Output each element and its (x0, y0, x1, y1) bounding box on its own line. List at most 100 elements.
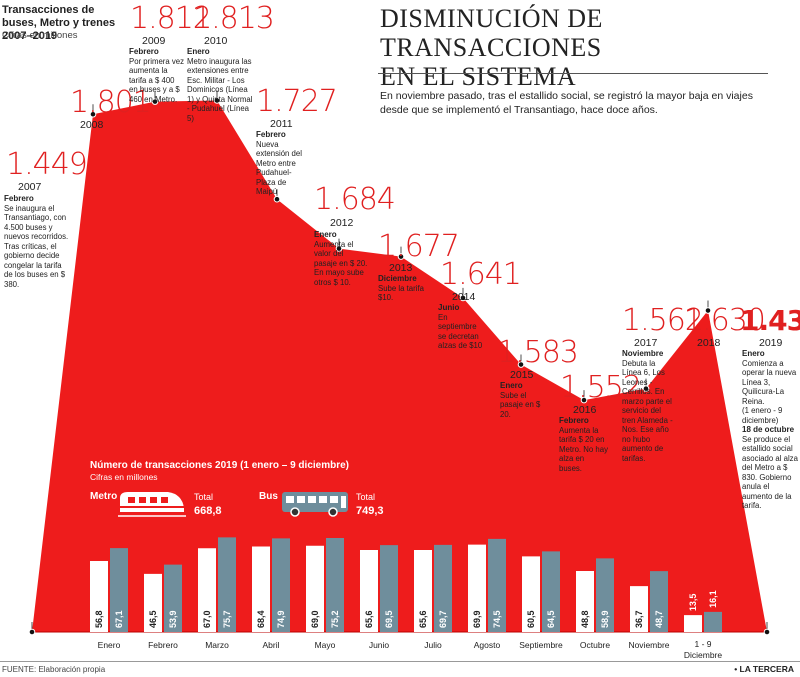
year-2007: 2007 (18, 181, 42, 193)
bar-label-bus-3: 74,9 (276, 610, 286, 628)
month-label-6: Julio (424, 640, 442, 650)
train-icon (118, 492, 186, 517)
inset-title: Número de transacciones 2019 (1 enero – … (90, 460, 349, 471)
bar-bus-10 (650, 571, 668, 632)
point-2009 (151, 98, 159, 105)
intro-text: En noviembre pasado, tras el estallido s… (380, 90, 753, 116)
event-2014: Junio En septiembre se decretan alzas de … (438, 303, 483, 350)
value-2019: 1.439 (740, 304, 800, 337)
event-2013: Diciembre Sube la tarifa $10. (378, 274, 424, 302)
bar-bus-5 (380, 545, 398, 632)
bar-bus-0 (110, 548, 128, 632)
month-label-0: Enero (98, 640, 121, 650)
bar-metro-0 (90, 561, 108, 632)
bar-bus-9 (596, 558, 614, 632)
bar-label-metro-2: 67,0 (202, 610, 212, 628)
bar-bus-1 (164, 564, 182, 632)
inset-unit: Cifras en millones (90, 472, 158, 482)
bar-label-metro-4: 69,0 (310, 610, 320, 628)
bar-metro-4 (306, 545, 324, 632)
bar-metro-6 (414, 550, 432, 632)
bar-label-bus-8: 64,5 (546, 610, 556, 628)
event-2015: Enero Sube el pasaje en $ 20. (500, 381, 541, 419)
event-2019-note: (1 enero - 9 diciembre) (742, 406, 783, 425)
bar-label-bus-1: 53,9 (168, 610, 178, 628)
bar-bus-6 (434, 544, 452, 632)
bar-metro-9 (576, 571, 594, 632)
bus-icon (282, 492, 348, 517)
legend-metro: Metro (90, 491, 118, 502)
bus-total-label: Total (356, 492, 376, 502)
bar-metro-3 (252, 546, 270, 632)
bar-label-metro-6: 65,6 (418, 610, 428, 628)
point-2010 (213, 97, 221, 104)
month-label-3: Abril (262, 640, 279, 650)
value-2012: 1.684 (314, 182, 396, 217)
point-2007 (28, 628, 36, 636)
month-label-4: Mayo (315, 640, 336, 650)
bar-label-bus-5: 69,5 (384, 610, 394, 628)
bar-label-metro-1: 46,5 (148, 610, 158, 628)
bar-bus-2 (218, 537, 236, 632)
bar-label-bus-6: 69,7 (438, 610, 448, 628)
value-2008: 1.801 (70, 85, 152, 120)
chart-subtitle: Transacciones de buses, Metro y trenes 2… (2, 4, 116, 42)
year-2009: 2009 (142, 35, 166, 47)
bar-bus-3 (272, 538, 290, 632)
bar-label-bus-9: 58,9 (600, 610, 610, 628)
point-2016 (580, 396, 588, 404)
bar-metro-8 (522, 556, 540, 632)
month-label-11: 1 - 9 (694, 639, 711, 649)
value-2009: 1.812 (130, 1, 212, 36)
legend-bus: Bus (259, 491, 278, 502)
event-2019: Enero Comienza a operar la nueva Línea 3,… (742, 349, 800, 511)
bar-label-bus-11: 16,1 (708, 590, 718, 608)
point-2015 (517, 361, 525, 368)
metro-total-label: Total (194, 492, 214, 502)
headline-rule (378, 73, 768, 74)
bar-metro-2 (198, 548, 216, 632)
year-2019: 2019 (759, 337, 783, 349)
bar-bus-7 (488, 538, 506, 632)
value-2016: 1.552 (560, 370, 642, 405)
bar-label-metro-11: 13,5 (688, 594, 698, 612)
headline-line-1: DISMINUCIÓN DE TRANSACCIONES (380, 4, 603, 62)
point-2013 (397, 253, 405, 260)
value-2014: 1.641 (440, 257, 522, 292)
bar-label-metro-8: 60,5 (526, 610, 536, 628)
bar-label-metro-5: 65,6 (364, 610, 374, 628)
year-2016: 2016 (573, 404, 597, 416)
bus-total-value: 749,3 (356, 505, 384, 517)
headline: DISMINUCIÓN DE TRANSACCIONES EN EL SISTE… (380, 4, 780, 91)
point-2012 (335, 245, 343, 252)
event-2017: Noviembre Debuta la Línea 6, Los Leones -… (622, 349, 673, 463)
bar-label-metro-10: 36,7 (634, 610, 644, 628)
bar-label-metro-9: 48,8 (580, 610, 590, 628)
event-2009: Febrero Por primera vez aumenta la tarifa… (129, 47, 185, 104)
bar-bus-8 (542, 551, 560, 632)
month-label-10: Noviembre (628, 640, 669, 650)
bar-label-bus-10: 48,7 (654, 610, 664, 628)
month-label-11-b: Diciembre (684, 650, 723, 660)
event-2016: Febrero Aumenta la tarifa $ 20 en Metro. … (559, 416, 608, 473)
footer-rule (0, 661, 800, 662)
point-2011 (273, 195, 281, 203)
event-2012: Enero Aumenta el valor del pasaje en $ 20… (314, 230, 368, 287)
year-2013: 2013 (389, 262, 413, 274)
value-2018: 1.630 (684, 303, 766, 338)
event-2010: Enero Metro inaugura las extensiones entr… (187, 47, 253, 123)
metro-total-value: 668,8 (194, 505, 222, 517)
month-label-1: Febrero (148, 640, 178, 650)
chart-unit: Cifras en millones (2, 30, 78, 41)
bar-metro-1 (144, 573, 162, 632)
month-label-9: Octubre (580, 640, 611, 650)
month-label-7: Agosto (474, 640, 501, 650)
point-2018 (704, 307, 712, 314)
value-2010: 1.813 (193, 1, 275, 36)
bar-label-metro-0: 56,8 (94, 610, 104, 628)
bar-label-bus-2: 75,7 (222, 610, 232, 628)
bar-metro-10 (630, 586, 648, 632)
bar-bus-11 (704, 611, 722, 632)
point-2008 (89, 110, 97, 118)
month-label-8: Septiembre (519, 640, 563, 650)
